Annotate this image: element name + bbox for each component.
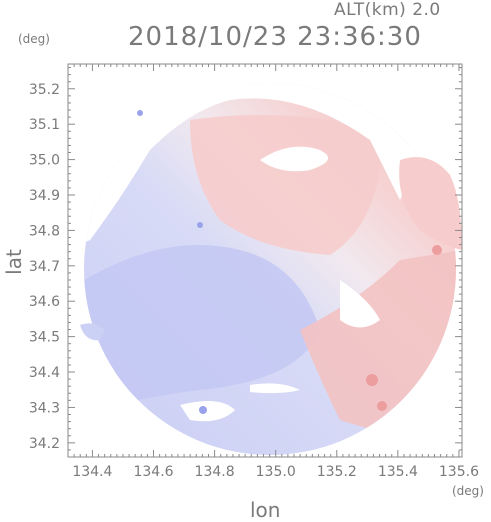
approaching-region	[84, 245, 320, 420]
strong-receding-cell	[377, 401, 387, 411]
y-tick-label: 34.6	[29, 294, 60, 310]
y-tick-label: 34.4	[29, 365, 60, 381]
edge-echo	[80, 323, 105, 341]
strong-approaching-cell	[197, 222, 203, 228]
y-axis-tick-labels: 35.2 35.1 35.0 34.9 34.8 34.7 34.6 34.5 34.4 34.3…	[29, 82, 60, 452]
x-axis-title: lon	[250, 498, 281, 522]
strong-receding-cell	[432, 245, 442, 255]
receding-region-north	[190, 115, 380, 255]
strong-receding-cell	[366, 374, 378, 386]
x-tick-label: 135.2	[317, 464, 357, 480]
no-echo-gap-4	[180, 401, 235, 422]
y-tick-label: 34.8	[29, 223, 60, 239]
y-tick-label: 34.3	[29, 400, 60, 416]
y-axis-unit: (deg)	[18, 32, 50, 46]
receding-region-outer	[399, 157, 462, 250]
x-tick-label: 135.0	[256, 464, 296, 480]
x-tick-label: 135.4	[378, 464, 418, 480]
no-echo-gap-3	[250, 383, 300, 394]
y-tick-label: 34.2	[29, 436, 60, 452]
plot-frame	[67, 63, 463, 458]
x-tick-label: 134.6	[133, 464, 173, 480]
velocity-field	[80, 83, 462, 455]
observation-datetime: 2018/10/23 23:36:30	[128, 22, 422, 52]
isolated-echo	[137, 110, 143, 116]
x-axis-tick-labels: 134.4 134.6 134.8 135.0 135.2 135.4 135.6	[72, 464, 479, 480]
axis-ticks	[67, 64, 462, 458]
strong-approaching-cell	[199, 406, 207, 414]
y-tick-label: 35.1	[29, 117, 60, 133]
y-tick-label: 34.7	[29, 259, 60, 275]
x-tick-label: 134.4	[72, 464, 112, 480]
x-tick-label: 134.8	[195, 464, 235, 480]
x-axis-unit: (deg)	[452, 484, 484, 498]
no-echo-gap-1	[260, 146, 328, 172]
altitude-label: ALT(km) 2.0	[334, 0, 441, 20]
y-tick-label: 35.2	[29, 82, 60, 98]
y-tick-label: 35.0	[29, 153, 60, 169]
y-tick-label: 34.5	[29, 330, 60, 346]
no-echo-gap-2	[340, 280, 380, 328]
x-tick-label: 135.6	[439, 464, 479, 480]
y-tick-label: 34.9	[29, 188, 60, 204]
